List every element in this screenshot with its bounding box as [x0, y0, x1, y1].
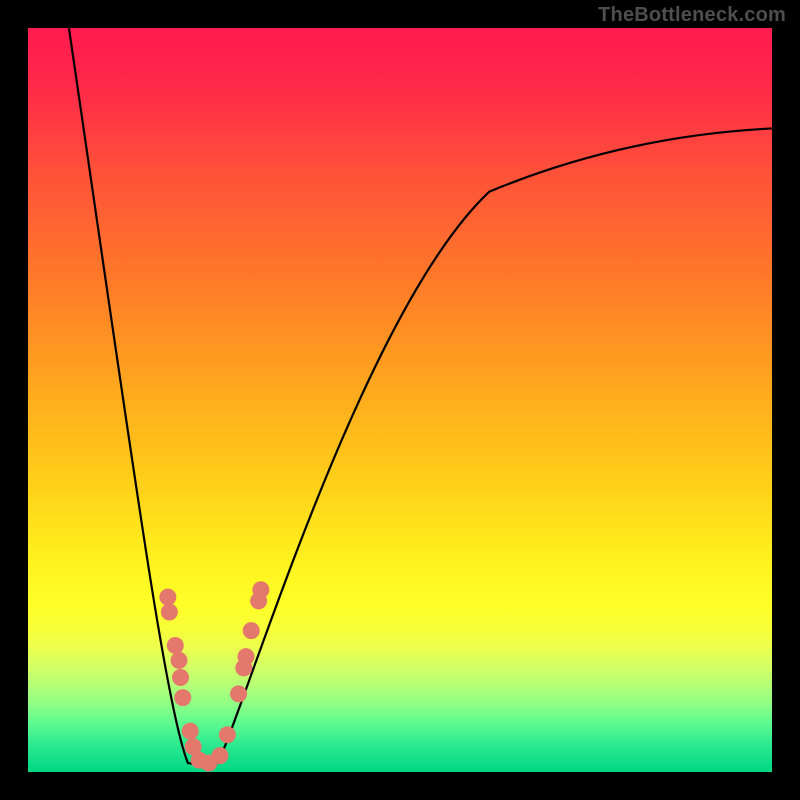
data-marker	[219, 726, 236, 743]
bottleneck-curve-chart	[0, 0, 800, 800]
data-marker	[167, 637, 184, 654]
data-marker	[161, 604, 178, 621]
data-marker	[237, 648, 254, 665]
data-marker	[252, 581, 269, 598]
watermark-text: TheBottleneck.com	[598, 4, 786, 27]
plot-background	[28, 28, 772, 772]
chart-stage: TheBottleneck.com	[0, 0, 800, 800]
data-marker	[172, 669, 189, 686]
data-marker	[243, 622, 260, 639]
data-marker	[171, 652, 188, 669]
data-marker	[174, 689, 191, 706]
data-marker	[182, 723, 199, 740]
data-marker	[211, 747, 228, 764]
data-marker	[159, 589, 176, 606]
data-marker	[230, 685, 247, 702]
